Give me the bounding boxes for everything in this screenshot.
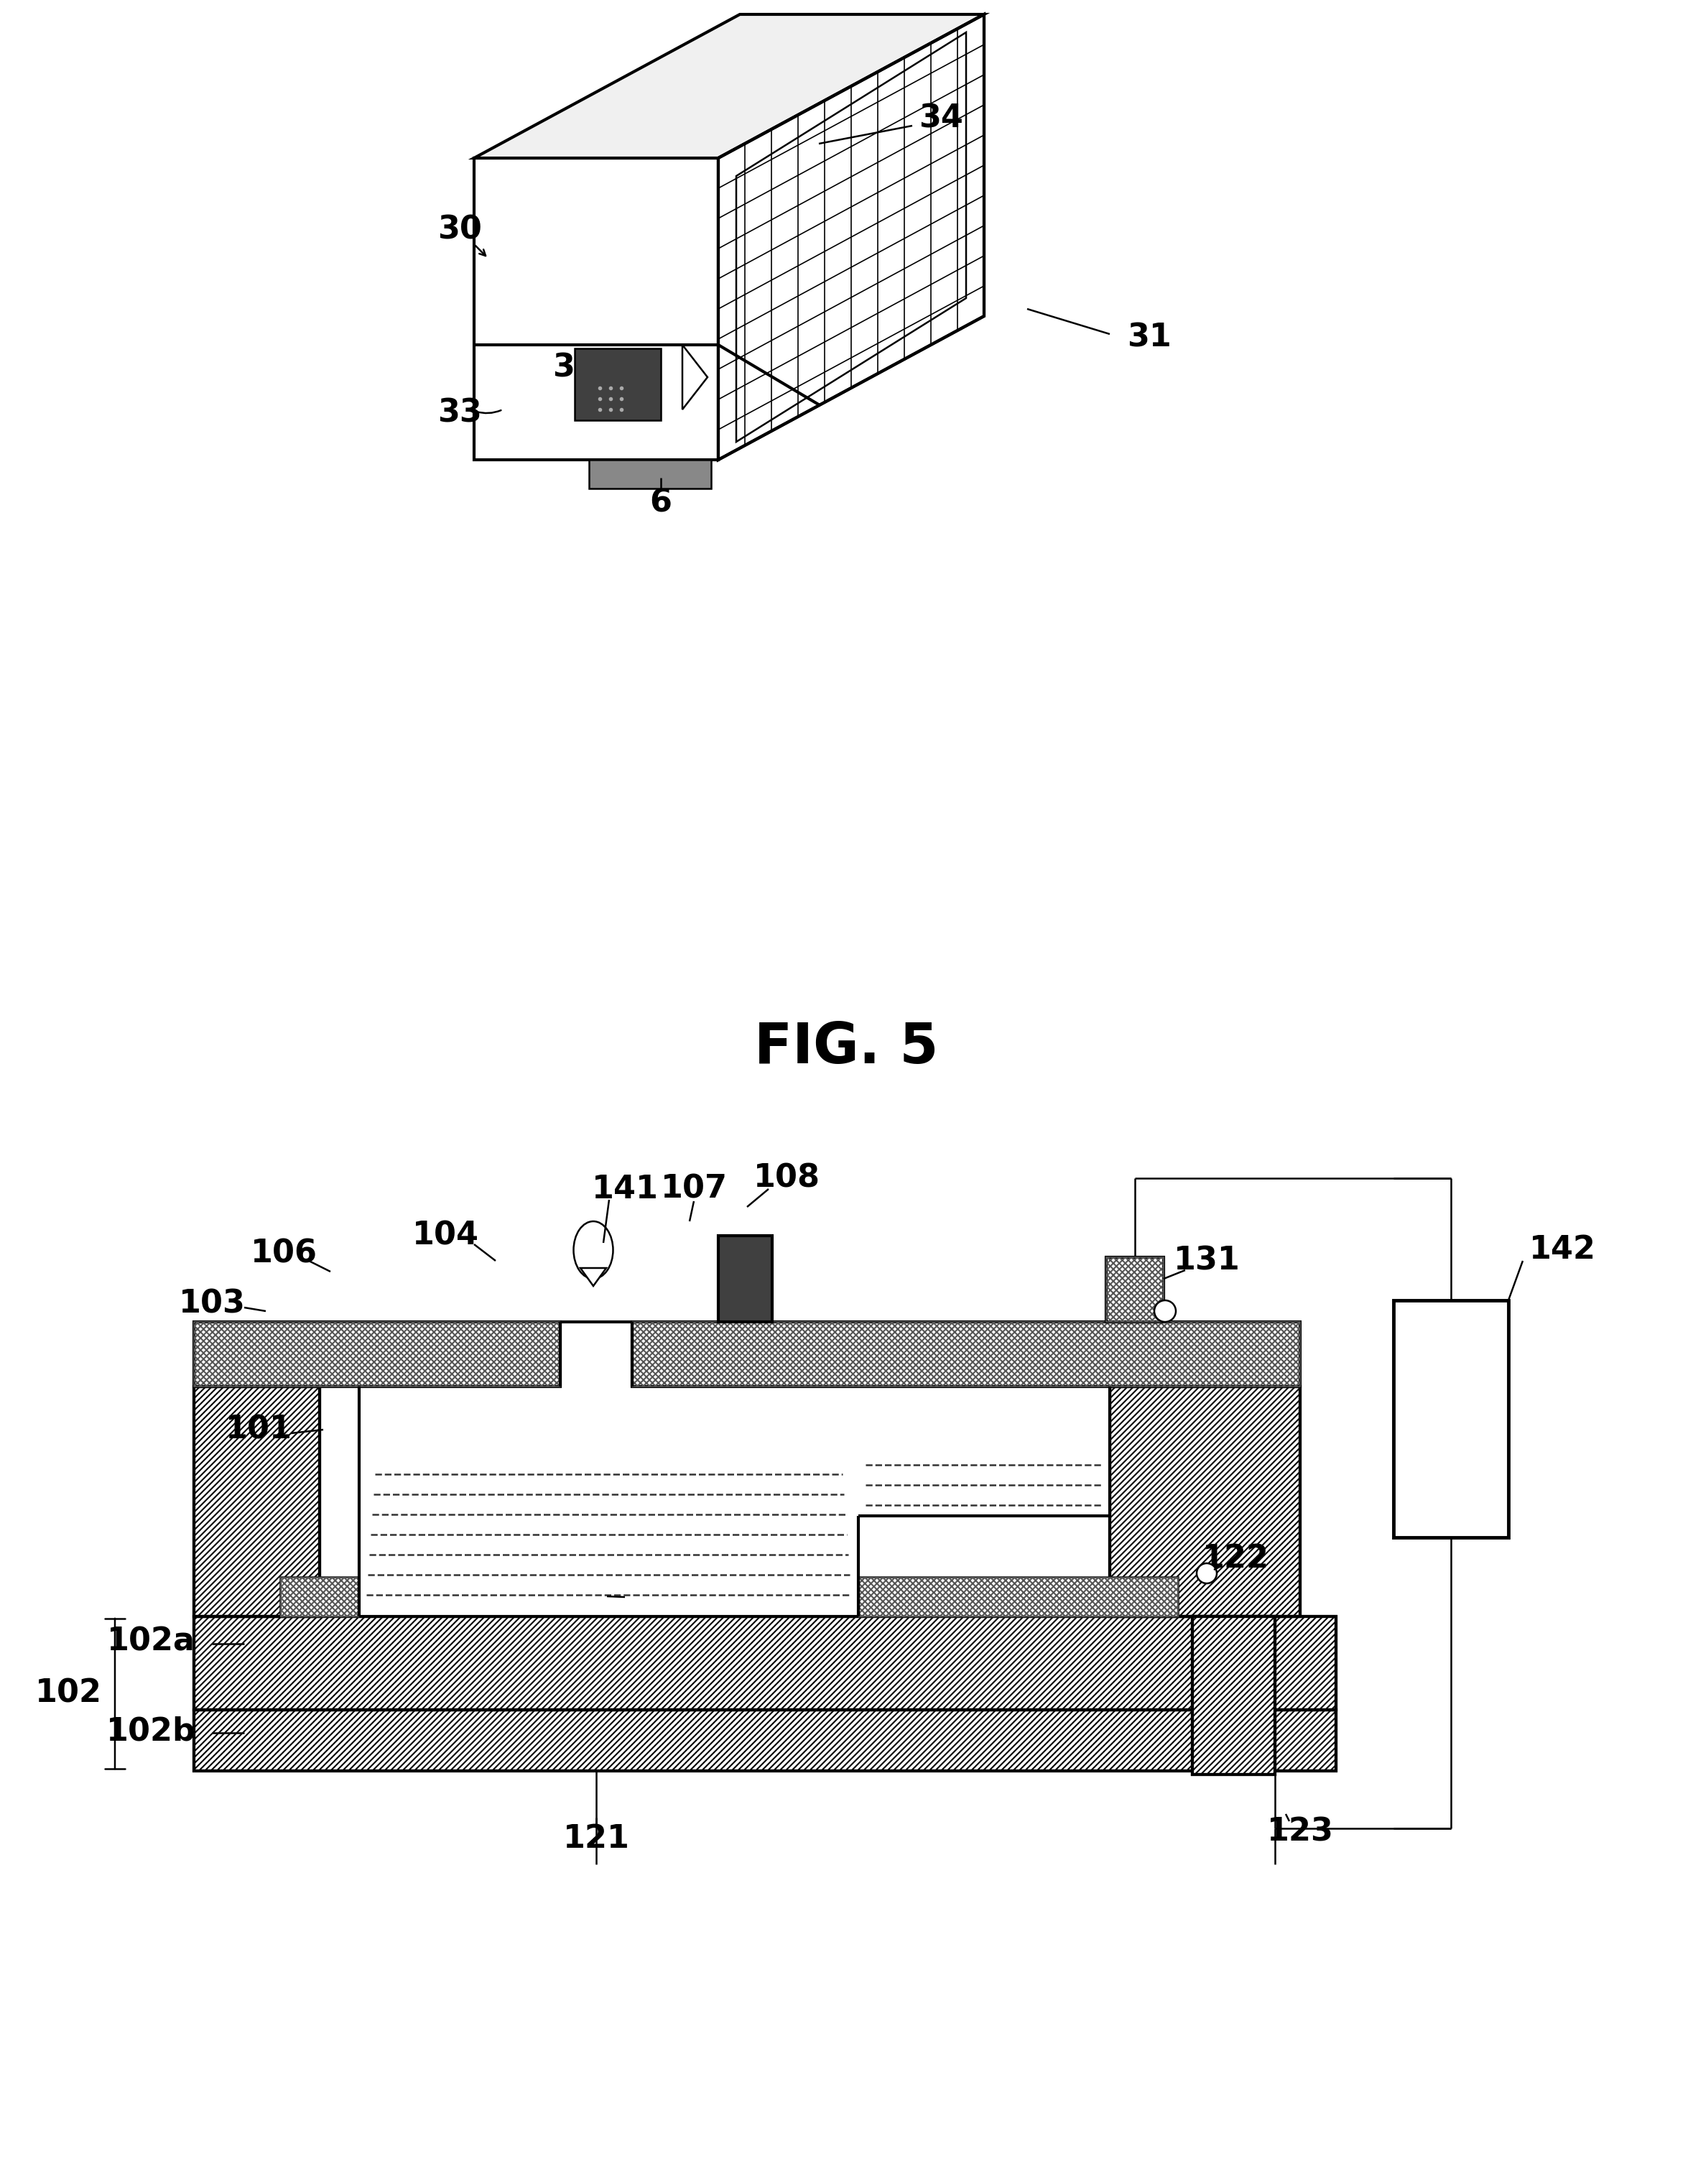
Polygon shape bbox=[195, 1387, 320, 1616]
Text: 33: 33 bbox=[437, 397, 483, 428]
Ellipse shape bbox=[574, 1221, 613, 1280]
Text: FIG. 5: FIG. 5 bbox=[753, 1020, 938, 1075]
Text: 142: 142 bbox=[1529, 1234, 1596, 1265]
Circle shape bbox=[1155, 1299, 1177, 1321]
Polygon shape bbox=[1393, 1299, 1508, 1538]
Text: 6: 6 bbox=[650, 487, 672, 518]
Polygon shape bbox=[195, 1710, 1336, 1771]
Text: 141: 141 bbox=[591, 1173, 659, 1203]
Polygon shape bbox=[1106, 1258, 1163, 1321]
Polygon shape bbox=[589, 461, 711, 489]
Text: 31: 31 bbox=[1128, 323, 1172, 354]
Text: 122: 122 bbox=[1202, 1544, 1268, 1575]
Polygon shape bbox=[474, 15, 984, 157]
Polygon shape bbox=[581, 1269, 606, 1286]
Polygon shape bbox=[718, 15, 984, 461]
Circle shape bbox=[1197, 1564, 1217, 1583]
Text: 34: 34 bbox=[919, 103, 963, 133]
Text: 30: 30 bbox=[437, 214, 483, 245]
Polygon shape bbox=[195, 1616, 1336, 1710]
Text: 104: 104 bbox=[411, 1221, 479, 1251]
Polygon shape bbox=[359, 1387, 1109, 1616]
Text: 121: 121 bbox=[562, 1824, 630, 1854]
Polygon shape bbox=[1109, 1387, 1300, 1616]
Text: 131: 131 bbox=[1173, 1245, 1239, 1275]
Text: 108: 108 bbox=[753, 1162, 819, 1195]
Polygon shape bbox=[682, 345, 708, 411]
Text: 102a: 102a bbox=[107, 1627, 195, 1658]
Polygon shape bbox=[718, 1236, 772, 1321]
Polygon shape bbox=[631, 1321, 1300, 1387]
Text: 106: 106 bbox=[251, 1238, 317, 1269]
Text: 107: 107 bbox=[660, 1173, 728, 1203]
Text: 103: 103 bbox=[178, 1289, 245, 1319]
Text: 123: 123 bbox=[1266, 1817, 1334, 1848]
Text: 105: 105 bbox=[542, 1579, 608, 1610]
Text: 102: 102 bbox=[36, 1677, 102, 1710]
Text: 102b: 102b bbox=[107, 1717, 196, 1747]
Polygon shape bbox=[1192, 1616, 1275, 1773]
Polygon shape bbox=[279, 1577, 1178, 1616]
Text: 101: 101 bbox=[225, 1415, 291, 1446]
Text: 32: 32 bbox=[552, 352, 598, 382]
Polygon shape bbox=[474, 157, 718, 461]
Polygon shape bbox=[195, 1321, 560, 1387]
Text: FIG. 4: FIG. 4 bbox=[753, 57, 938, 111]
Polygon shape bbox=[574, 349, 660, 419]
